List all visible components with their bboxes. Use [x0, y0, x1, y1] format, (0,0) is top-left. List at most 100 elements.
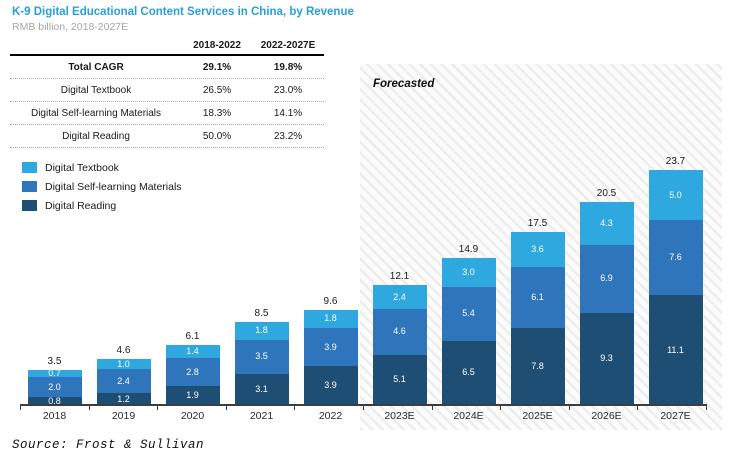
cagr-table-body: Total CAGR 29.1% 19.8% Digital Textbook … — [10, 56, 324, 148]
axis-tick — [500, 404, 502, 410]
bar-segment: 5.0 — [648, 170, 703, 220]
bar-segment: 3.5 — [234, 339, 289, 375]
legend-swatch-textbook-icon — [22, 162, 37, 173]
page-title: K-9 Digital Educational Content Services… — [12, 6, 354, 18]
segment-value-label: 0.7 — [48, 368, 61, 379]
source-note: Source: Frost & Sullivan — [12, 438, 205, 452]
bar-segment: 1.4 — [165, 344, 220, 359]
bar-total-label: 8.5 — [254, 307, 269, 319]
bar-column-2027E: 23.7 5.0 7.6 11.1 — [641, 156, 710, 405]
x-axis-label-2022: 2022 — [318, 410, 343, 422]
bar-segment: 4.6 — [372, 308, 427, 355]
axis-tick — [363, 404, 364, 410]
row-label: Total CAGR — [68, 61, 124, 73]
legend-label: Digital Reading — [45, 199, 117, 212]
row-value: 14.1% — [273, 107, 303, 119]
segment-value-label: 2.0 — [48, 381, 61, 392]
legend-item-digital-reading: Digital Reading — [22, 196, 182, 215]
segment-value-label: 3.1 — [255, 384, 268, 395]
row-label: Digital Reading — [62, 130, 130, 142]
legend-swatch-self-learning-icon — [22, 181, 37, 192]
legend-swatch-reading-icon — [22, 200, 37, 211]
bar-total-label: 3.5 — [47, 356, 62, 368]
x-axis-label-2021: 2021 — [249, 410, 274, 422]
segment-value-label: 5.4 — [462, 308, 475, 319]
row-value: 18.3% — [202, 107, 232, 119]
axis-tick — [706, 404, 707, 410]
legend-item-self-learning: Digital Self-learning Materials — [22, 177, 182, 196]
bar-segment: 11.1 — [648, 295, 703, 405]
segment-value-label: 3.9 — [324, 341, 337, 352]
segment-value-label: 11.1 — [667, 344, 684, 355]
bar-column-2024E: 14.9 3.0 5.4 6.5 — [434, 244, 503, 405]
cagr-table-header: 2018-2022 2022-2027E — [10, 37, 324, 54]
bar-segment: 0.8 — [27, 396, 82, 405]
x-axis-label-2025E: 2025E — [522, 410, 553, 422]
stacked-bar: 2.4 4.6 5.1 — [372, 285, 427, 405]
table-row-total-cagr: Total CAGR 29.1% 19.8% — [10, 56, 324, 79]
x-axis-label-2027E: 2027E — [660, 410, 691, 422]
legend-item-digital-textbook: Digital Textbook — [22, 158, 182, 177]
segment-value-label: 2.8 — [186, 366, 199, 377]
bar-column-2022: 9.6 1.8 3.9 3.9 — [296, 296, 365, 405]
bar-column-2019: 4.6 1.0 2.4 1.2 — [89, 345, 158, 405]
axis-tick — [568, 404, 570, 410]
bar-total-label: 9.6 — [323, 295, 338, 307]
segment-value-label: 1.4 — [186, 346, 199, 357]
bar-segment: 6.1 — [510, 267, 565, 328]
bar-segment: 1.8 — [234, 321, 289, 340]
axis-tick — [225, 404, 227, 410]
segment-value-label: 1.8 — [255, 325, 268, 336]
bar-total-label: 17.5 — [527, 217, 548, 229]
stacked-bar: 1.8 3.5 3.1 — [234, 321, 289, 405]
stacked-bar: 5.0 7.6 11.1 — [648, 170, 703, 405]
segment-value-label: 5.1 — [393, 374, 406, 385]
bar-segment: 2.4 — [96, 369, 151, 394]
bar-segment: 2.0 — [27, 377, 82, 398]
stacked-bar: 3.6 6.1 7.8 — [510, 231, 565, 405]
stacked-bar: 1.0 2.4 1.2 — [96, 358, 151, 405]
bar-segment: 6.5 — [441, 340, 496, 405]
bar-segment: 3.1 — [234, 374, 289, 405]
bar-segment: 2.8 — [165, 358, 220, 387]
segment-value-label: 1.0 — [117, 358, 130, 369]
segment-value-label: 7.8 — [531, 360, 544, 371]
cagr-header-col1: 2018-2022 — [193, 40, 241, 51]
bar-segment: 5.4 — [441, 287, 496, 341]
bar-segment: 3.6 — [510, 231, 565, 268]
legend-label: Digital Self-learning Materials — [45, 180, 182, 193]
axis-tick — [637, 404, 639, 410]
segment-value-label: 2.4 — [117, 375, 130, 386]
bar-column-2021: 8.5 1.8 3.5 3.1 — [227, 308, 296, 405]
bar-total-label: 6.1 — [185, 330, 200, 342]
bar-segment: 0.7 — [27, 368, 82, 379]
segment-value-label: 1.9 — [186, 390, 199, 401]
x-axis-label-2019: 2019 — [111, 410, 136, 422]
cagr-header-col2: 2022-2027E — [260, 40, 316, 51]
segment-value-label: 1.8 — [324, 313, 337, 324]
row-value: 29.1% — [202, 61, 232, 73]
bar-total-label: 14.9 — [458, 243, 479, 255]
segment-value-label: 3.0 — [462, 266, 475, 277]
bar-column-2025E: 17.5 3.6 6.1 7.8 — [503, 218, 572, 405]
chart-legend: Digital Textbook Digital Self-learning M… — [22, 158, 182, 215]
bar-total-label: 12.1 — [389, 271, 410, 283]
segment-value-label: 3.5 — [255, 351, 268, 362]
bar-segment: 7.6 — [648, 219, 703, 296]
segment-value-label: 7.6 — [669, 252, 682, 262]
bar-total-label: 4.6 — [116, 345, 131, 357]
row-label: Digital Textbook — [60, 84, 132, 96]
stacked-bar: 0.7 2.0 0.8 — [27, 368, 82, 405]
stacked-bar: 3.0 5.4 6.5 — [441, 257, 496, 405]
cagr-table: 2018-2022 2022-2027E Total CAGR 29.1% 19… — [10, 37, 324, 148]
row-value: 26.5% — [202, 84, 232, 96]
axis-tick — [294, 404, 296, 410]
bar-segment: 5.1 — [372, 354, 427, 405]
axis-tick — [20, 404, 21, 410]
x-axis-label-2018: 2018 — [42, 410, 67, 422]
stacked-bar-plot: 3.5 0.7 2.0 0.8 4.6 1.0 2.4 1.2 6.1 1.4 2.8 1.9 8.5 1… — [20, 65, 710, 405]
bar-segment: 7.8 — [510, 327, 565, 405]
stacked-bar: 4.3 6.9 9.3 — [579, 202, 634, 405]
row-value: 23.2% — [273, 130, 303, 142]
